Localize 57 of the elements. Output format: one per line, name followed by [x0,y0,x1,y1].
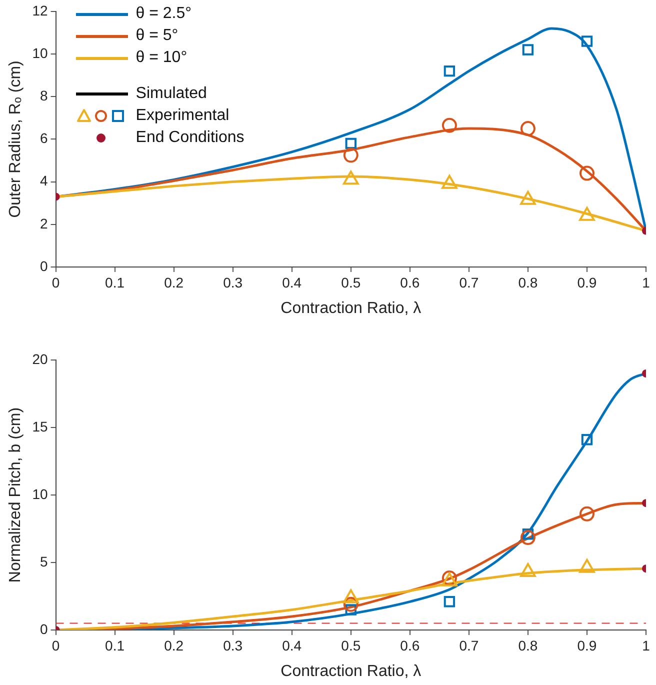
y-tick-label: 0 [40,620,48,637]
point [343,596,358,612]
x-tick-label: 0.5 [341,274,361,290]
x-tick-label: 0.7 [459,637,479,654]
point [520,530,536,546]
y-tick-label: 5 [40,553,48,570]
x-tick-label: 0.9 [577,637,597,654]
y-tick-label: 0 [40,258,48,274]
y-tick-label: 10 [32,486,48,502]
point [444,596,456,608]
point [579,166,594,181]
y-tick-label: 20 [32,350,48,367]
x-tick-label: 0.6 [400,274,420,290]
legend-label: End Conditions [136,128,244,148]
point [581,36,593,47]
point [343,148,358,163]
y-axis-title: Normalized Pitch, b (cm) [7,407,24,583]
point [581,434,593,446]
x-tick-label: 0.3 [223,274,243,290]
x-tick-label: 0 [52,274,60,290]
x-tick-label: 0.5 [341,637,361,654]
legend-label: θ = 2.5° [136,4,192,24]
x-tick-label: 0.4 [282,637,302,654]
point [442,118,457,133]
x-tick-label: 0.3 [223,637,243,654]
x-tick-label: 1 [642,637,650,654]
y-tick-label: 12 [32,2,48,18]
x-tick-label: 1 [642,274,650,290]
annotation: Simulated [136,84,207,104]
legend-label: θ = 5° [136,26,178,46]
point [522,44,534,56]
point [579,506,594,522]
y-tick-label: 4 [40,172,48,189]
y-tick-label: 2 [40,215,48,232]
legend-label: θ = 10° [136,48,188,68]
x-tick-label: 0 [52,637,60,654]
x-axis-title: Contraction Ratio, λ [280,662,422,680]
x-tick-label: 0.4 [282,274,302,290]
y-tick-label: 10 [32,44,48,61]
x-tick-label: 0.2 [164,637,184,654]
point [345,138,356,150]
point [520,121,536,136]
y-axis-title: Outer Radius, Rₒ (cm) [7,60,24,218]
x-tick-label: 0.9 [577,274,597,290]
x-tick-label: 0.2 [164,274,184,290]
x-tick-label: 0.8 [518,274,538,290]
y-tick-label: 15 [32,418,48,434]
x-tick-label: 0.8 [518,637,538,654]
x-tick-label: 0.7 [459,274,479,290]
y-tick-label: 8 [40,87,48,104]
x-axis-title: Contraction Ratio, λ [280,300,422,317]
legend-label: Experimental [136,106,230,126]
x-tick-label: 0.1 [105,274,125,290]
x-tick-label: 0.6 [400,637,420,654]
point [444,65,456,77]
y-tick-label: 6 [40,130,48,146]
x-tick-label: 0.1 [105,637,125,654]
